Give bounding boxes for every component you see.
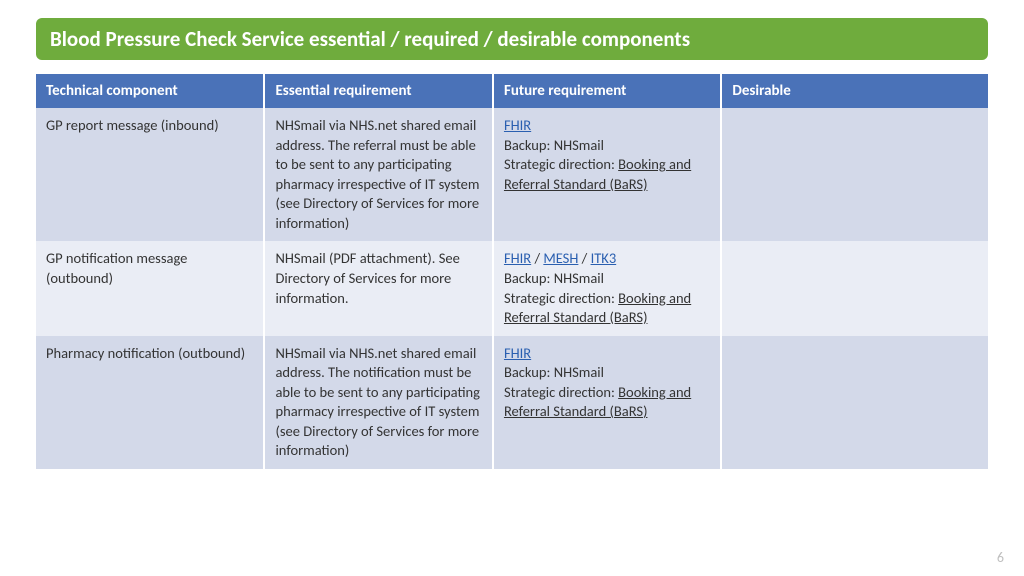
future-strategic-link[interactable]: Booking and Referral Standard (BaRS) <box>504 155 691 193</box>
future-strategic-text: Strategic direction: Booking and Referra… <box>504 383 710 422</box>
future-link[interactable]: ITK3 <box>591 249 617 267</box>
table-body: GP report message (inbound)NHSmail via N… <box>36 108 988 469</box>
cell-essential: NHSmail (PDF attachment). See Directory … <box>264 241 492 335</box>
cell-future: FHIRBackup: NHSmailStrategic direction: … <box>493 336 721 469</box>
future-link[interactable]: MESH <box>543 249 578 267</box>
cell-essential: NHSmail via NHS.net shared email address… <box>264 108 492 241</box>
cell-technical: GP notification message (outbound) <box>36 241 264 335</box>
future-backup-text: Backup: NHSmail <box>504 363 710 383</box>
future-backup-text: Backup: NHSmail <box>504 269 710 289</box>
requirements-table: Technical component Essential requiremen… <box>36 74 988 469</box>
page-number: 6 <box>997 549 1004 566</box>
future-strategic-text: Strategic direction: Booking and Referra… <box>504 289 710 328</box>
requirements-table-container: Technical component Essential requiremen… <box>36 74 988 469</box>
future-backup-text: Backup: NHSmail <box>504 136 710 156</box>
cell-essential: NHSmail via NHS.net shared email address… <box>264 336 492 469</box>
cell-desirable <box>721 241 988 335</box>
future-link[interactable]: FHIR <box>504 344 531 362</box>
future-strategic-link[interactable]: Booking and Referral Standard (BaRS) <box>504 383 691 421</box>
future-strategic-text: Strategic direction: Booking and Referra… <box>504 155 710 194</box>
table-header-row: Technical component Essential requiremen… <box>36 74 988 108</box>
future-link[interactable]: FHIR <box>504 116 531 134</box>
cell-technical: Pharmacy notification (outbound) <box>36 336 264 469</box>
cell-future: FHIR / MESH / ITK3Backup: NHSmailStrateg… <box>493 241 721 335</box>
cell-future: FHIR Backup: NHSmailStrategic direction: … <box>493 108 721 241</box>
col-header-desirable: Desirable <box>721 74 988 108</box>
slide-title: Blood Pressure Check Service essential /… <box>36 18 988 60</box>
table-row: GP report message (inbound)NHSmail via N… <box>36 108 988 241</box>
future-strategic-link[interactable]: Booking and Referral Standard (BaRS) <box>504 289 691 327</box>
col-header-future: Future requirement <box>493 74 721 108</box>
col-header-essential: Essential requirement <box>264 74 492 108</box>
col-header-technical: Technical component <box>36 74 264 108</box>
cell-desirable <box>721 108 988 241</box>
cell-desirable <box>721 336 988 469</box>
future-link[interactable]: FHIR <box>504 249 531 267</box>
table-row: GP notification message (outbound)NHSmai… <box>36 241 988 335</box>
cell-technical: GP report message (inbound) <box>36 108 264 241</box>
table-row: Pharmacy notification (outbound)NHSmail … <box>36 336 988 469</box>
slide: Blood Pressure Check Service essential /… <box>0 0 1024 576</box>
